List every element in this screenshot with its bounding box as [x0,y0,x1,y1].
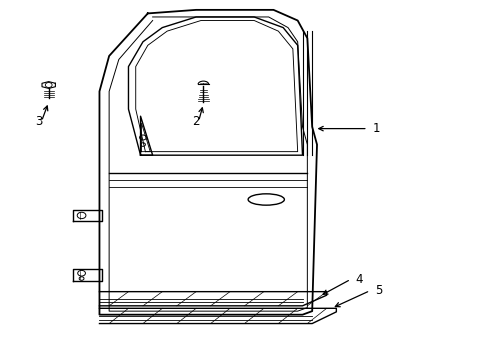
Text: 2: 2 [192,115,200,128]
Text: 4: 4 [355,273,363,286]
Text: 1: 1 [372,122,379,135]
Text: 5: 5 [374,284,382,297]
Text: 3: 3 [35,115,42,128]
